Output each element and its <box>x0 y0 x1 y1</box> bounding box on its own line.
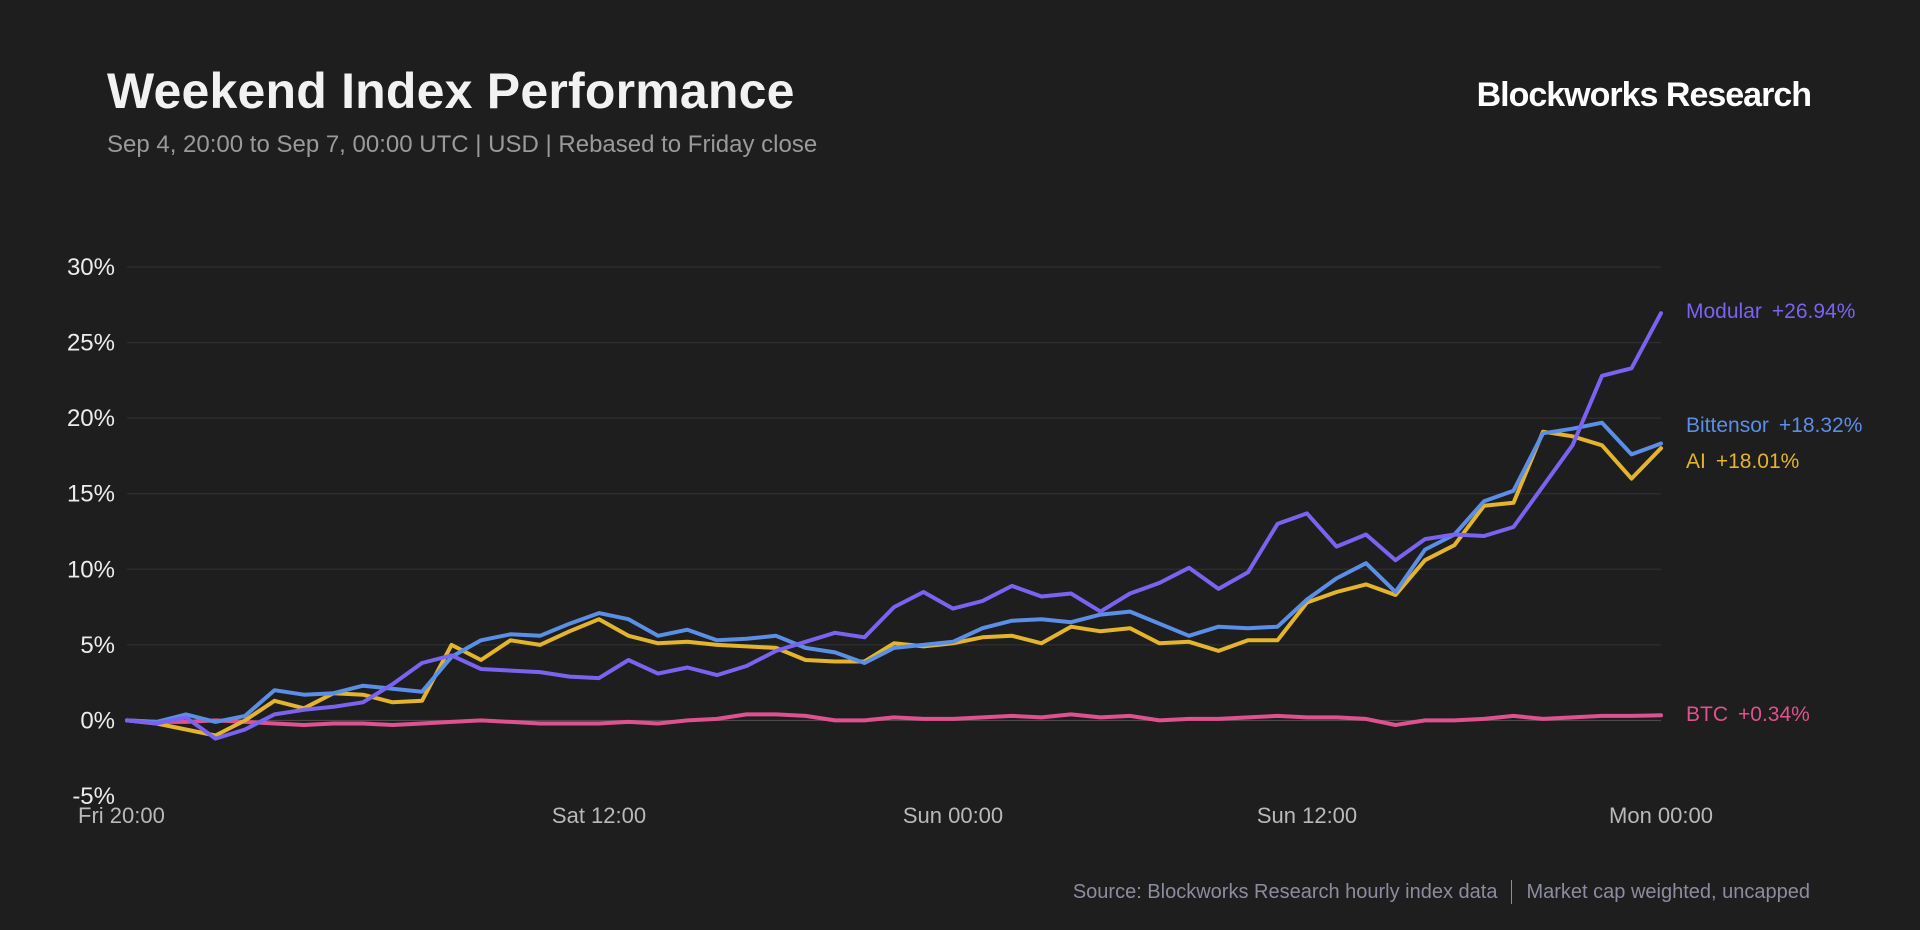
end-label-bittensor: Bittensor +18.32% <box>1686 414 1862 437</box>
x-tick-label: Sat 12:00 <box>552 803 646 828</box>
x-tick-label: Mon 00:00 <box>1609 803 1713 828</box>
chart-footer: Source: Blockworks Research hourly index… <box>1073 880 1810 904</box>
y-tick-label: 0% <box>80 707 115 734</box>
x-tick-label: Fri 20:00 <box>78 803 165 828</box>
brand-logo-text: Blockworks Research <box>1476 76 1812 114</box>
y-tick-label: 30% <box>67 254 115 281</box>
chart-title: Weekend Index Performance <box>107 63 795 119</box>
series-line-btc <box>125 712 1663 727</box>
y-axis-ticks: -5% 0% 5% 10% 15% 20% 25% 30% <box>67 254 115 810</box>
grid-lines <box>127 266 1661 722</box>
end-label-ai: AI +18.01% <box>1686 450 1799 473</box>
method-note: Market cap weighted, uncapped <box>1526 880 1810 903</box>
y-tick-label: 25% <box>67 330 115 357</box>
end-label-btc: BTC +0.34% <box>1686 703 1810 726</box>
end-labels: Modular +26.94% Bittensor +18.32% AI +18.01% B… <box>1686 300 1862 726</box>
series-line-bittensor <box>125 420 1663 724</box>
y-tick-label: 10% <box>67 556 115 583</box>
y-tick-label: 15% <box>67 481 115 508</box>
y-tick-label: 20% <box>67 405 115 432</box>
x-tick-label: Sun 00:00 <box>903 803 1003 828</box>
y-tick-label: -5% <box>72 783 115 810</box>
series-lines <box>125 311 1663 741</box>
series-line-modular <box>125 311 1663 741</box>
footer-divider <box>1511 880 1513 904</box>
chart-subtitle: Sep 4, 20:00 to Sep 7, 00:00 UTC | USD |… <box>107 131 818 158</box>
source-note: Source: Blockworks Research hourly index… <box>1072 880 1498 903</box>
x-axis-ticks: Fri 20:00 Sat 12:00 Sun 00:00 Sun 12:00 Mon … <box>78 803 1713 828</box>
end-label-modular: Modular +26.94% <box>1686 300 1855 323</box>
y-tick-label: 5% <box>80 632 115 659</box>
series-line-ai <box>125 429 1663 738</box>
x-tick-label: Sun 12:00 <box>1257 803 1357 828</box>
line-chart: -5% 0% 5% 10% 15% 20% 25% 30% Fri 20:00 Sat 12:0… <box>67 254 1862 828</box>
